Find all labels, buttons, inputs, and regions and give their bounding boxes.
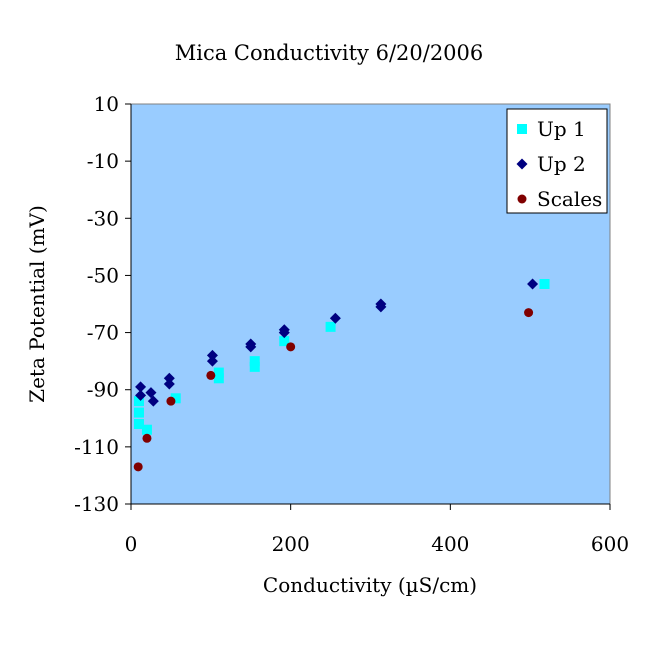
- legend-label: Up 2: [537, 152, 586, 176]
- data-markers: [133, 278, 550, 472]
- data-point: [133, 407, 144, 418]
- series-up-1: [133, 279, 550, 435]
- y-tick-label: -110: [74, 435, 119, 459]
- chart-title: Mica Conductivity 6/20/2006: [175, 41, 484, 65]
- data-point: [206, 349, 218, 361]
- data-point: [142, 433, 152, 443]
- data-point: [279, 336, 290, 347]
- x-tick-label: 200: [272, 532, 310, 556]
- y-tick-label: -10: [87, 149, 119, 173]
- series-scales: [133, 308, 534, 472]
- data-point: [135, 389, 147, 401]
- legend-marker: [517, 194, 527, 204]
- data-point: [133, 396, 144, 407]
- legend: Up 1 Up 2 Scales: [506, 108, 608, 214]
- y-tick-label: -90: [87, 378, 119, 402]
- legend-marker: [516, 158, 528, 170]
- legend-marker: [517, 124, 527, 134]
- y-tick-label: -130: [74, 492, 119, 516]
- legend-label: Scales: [537, 187, 602, 211]
- data-point: [163, 372, 175, 384]
- data-point: [170, 393, 181, 404]
- data-point: [206, 370, 216, 380]
- y-tick-label: 10: [94, 92, 119, 116]
- data-point: [163, 378, 175, 390]
- data-point: [286, 342, 296, 352]
- data-point: [166, 396, 176, 406]
- series-up-2: [135, 278, 539, 407]
- data-point: [135, 381, 147, 393]
- x-tick-label: 600: [591, 532, 629, 556]
- data-point: [375, 298, 387, 310]
- data-point: [147, 395, 159, 407]
- y-axis-label: Zeta Potential (mV): [25, 205, 49, 403]
- data-point: [249, 361, 260, 372]
- data-point: [527, 278, 539, 290]
- data-point: [133, 419, 144, 429]
- data-point: [213, 367, 224, 378]
- data-point: [206, 355, 218, 367]
- y-tick-label: -30: [87, 206, 119, 230]
- legend-label: Up 1: [537, 117, 586, 141]
- data-point: [278, 324, 290, 336]
- x-tick-label: 0: [125, 532, 138, 556]
- y-tick-label: -70: [87, 321, 119, 345]
- data-point: [145, 387, 157, 399]
- data-point: [325, 321, 336, 332]
- data-point: [249, 356, 260, 367]
- data-point: [539, 279, 550, 289]
- y-axis: 10 -10 -30 -50 -70 -90 -110 -130: [74, 92, 132, 516]
- data-point: [245, 341, 257, 353]
- data-point: [133, 462, 143, 472]
- data-point: [213, 373, 224, 384]
- x-tick-label: 400: [431, 532, 469, 556]
- data-point: [141, 424, 152, 435]
- data-point: [329, 312, 341, 324]
- x-axis-label: Conductivity (µS/cm): [263, 573, 477, 597]
- y-tick-label: -50: [87, 263, 119, 287]
- data-point: [524, 308, 534, 318]
- x-axis: 0 200 400 600: [125, 503, 629, 556]
